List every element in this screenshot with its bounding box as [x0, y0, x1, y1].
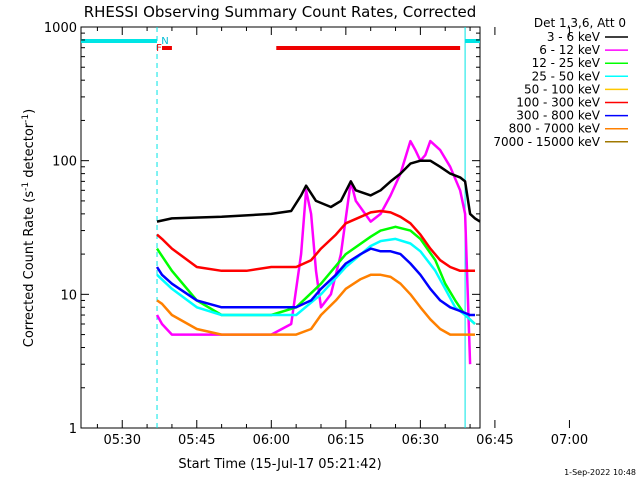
y-label-main: Corrected Count Rate (s — [22, 191, 37, 348]
legend-label: 300 - 800 keV — [516, 109, 600, 123]
x-tick-label: 06:45 — [476, 433, 513, 448]
legend-label: 100 - 300 keV — [516, 96, 600, 110]
x-tick-label: 05:30 — [104, 433, 141, 448]
legend-label: 3 - 6 keV — [547, 30, 601, 44]
x-tick-label: 06:00 — [253, 433, 290, 448]
series-line — [155, 139, 472, 365]
y-tick-label: 100 — [52, 155, 77, 170]
saa-label: N — [161, 36, 168, 47]
series-line — [156, 273, 475, 336]
y-label-sup1: -1 — [21, 182, 31, 191]
y-tick-label: 10 — [60, 288, 77, 303]
y-axis-label: Corrected Count Rate (s-1 detector-1) — [21, 109, 37, 347]
series-line — [156, 159, 481, 223]
legend-label: 12 - 25 keV — [532, 56, 601, 70]
x-tick-label: 05:45 — [178, 433, 215, 448]
footer-date: 1-Sep-2022 10:48 — [564, 468, 636, 477]
series-line — [156, 209, 475, 273]
x-tick-label: 06:30 — [402, 433, 439, 448]
y-axis: 1 10 100 1000 — [44, 21, 480, 437]
chart-title: RHESSI Observing Summary Count Rates, Co… — [84, 3, 477, 21]
legend-label: 6 - 12 keV — [539, 43, 601, 57]
legend-label: 25 - 50 keV — [532, 69, 601, 83]
y-label-sup2: -1 — [21, 114, 31, 123]
y-tick-label: 1000 — [44, 21, 77, 36]
flare-label: F — [156, 43, 162, 54]
plot-area: NF — [80, 26, 481, 429]
series-line — [156, 237, 476, 325]
legend-label: 7000 - 15000 keV — [493, 135, 600, 149]
x-tick-label: 06:15 — [327, 433, 364, 448]
y-label-close: ) — [22, 109, 37, 114]
x-axis: 05:30 05:45 06:00 06:15 06:30 06:45 07:00 — [96, 27, 588, 448]
x-axis-label: Start Time (15-Jul-17 05:21:42) — [178, 457, 381, 472]
legend-header: Det 1,3,6, Att 0 — [534, 16, 626, 30]
series-line — [155, 247, 475, 317]
legend-label: 50 - 100 keV — [524, 82, 601, 96]
plot-frame — [80, 26, 481, 429]
y-label-mid: detector — [22, 122, 37, 182]
y-tick-label: 1 — [69, 422, 77, 437]
legend-label: 800 - 7000 keV — [509, 122, 601, 136]
x-tick-label: 07:00 — [551, 433, 588, 448]
